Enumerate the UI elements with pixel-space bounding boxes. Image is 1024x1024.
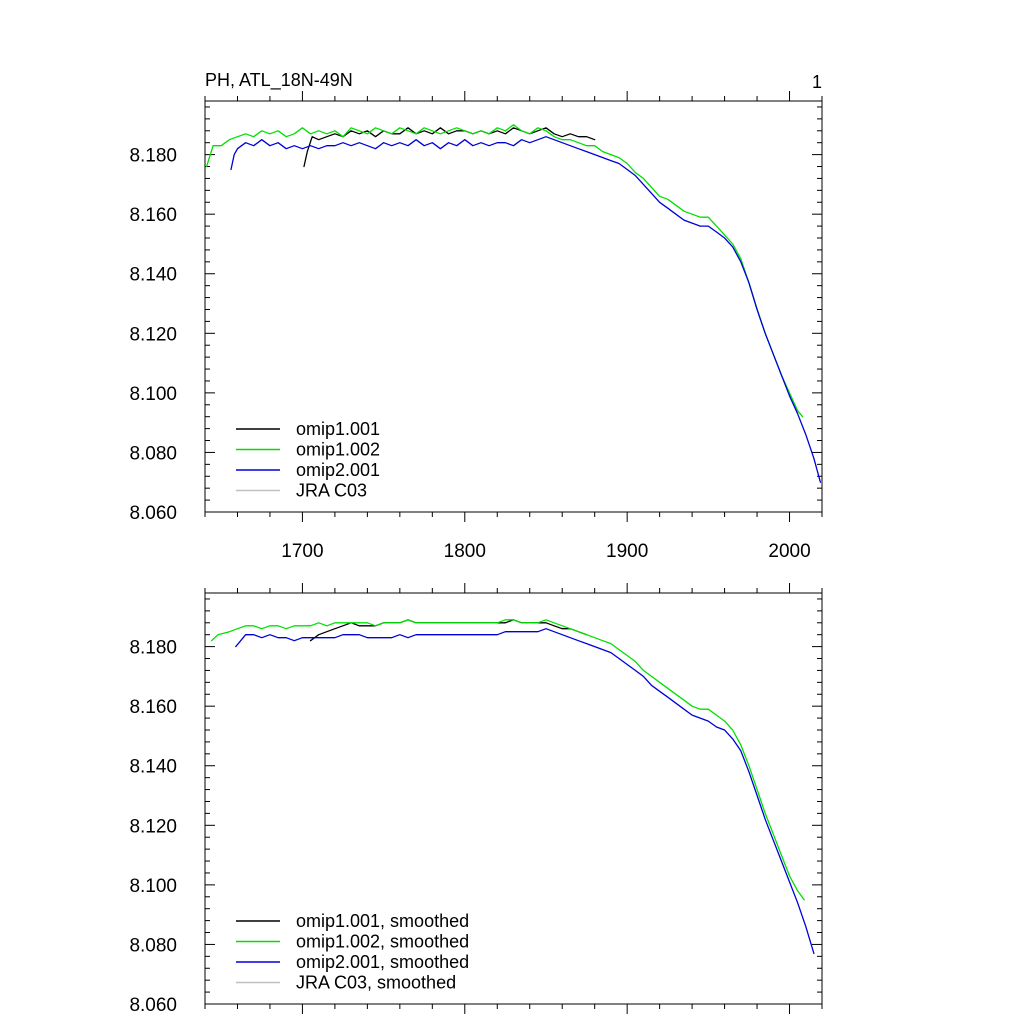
panel-0-xtick-label: 1700: [281, 541, 323, 562]
panel-0-ytick-label: 8.060: [129, 503, 177, 524]
panel-0-frame: [204, 100, 823, 513]
panel-1-legend-label-3: JRA C03, smoothed: [296, 973, 456, 993]
panel-0-series-line-1: [205, 124, 804, 418]
panel-0-xtick-label: 1800: [444, 541, 486, 562]
panel-0-legend-label-2: omip2.001: [296, 460, 380, 480]
panel-1-ytick-label: 8.160: [129, 697, 177, 718]
panel-1-series-line-1: [210, 619, 805, 901]
panel-0-xtick-label: 1900: [606, 541, 648, 562]
panel-0-ytick-label: 8.080: [129, 443, 177, 464]
panel-0-legend-label-0: omip1.001: [296, 419, 380, 439]
panel-0-legend-label-1: omip1.002: [296, 440, 380, 460]
panel-0-ytick-label: 8.180: [129, 146, 177, 167]
panel-0-ytick-label: 8.100: [129, 384, 177, 405]
panel-0-ytick-label: 8.160: [129, 205, 177, 226]
panel-1-ytick-label: 8.180: [129, 638, 177, 659]
panel-0-ytick-label: 8.140: [129, 265, 177, 286]
panel-1-legend-label-0: omip1.001, smoothed: [296, 911, 469, 931]
panel-0-xtick-label: 2000: [768, 541, 810, 562]
bottom-panel: 8.060 8.080 8.100 8.120 8.140 8.160 8.180 omip1…: [129, 583, 823, 1016]
panel-1-ytick-label: 8.080: [129, 935, 177, 956]
panel-1-series-line-2: [235, 628, 815, 955]
panel-1-legend-label-1: omip1.002, smoothed: [296, 932, 469, 952]
panel-0-series-line-2: [230, 136, 822, 483]
panel-0-legend-label-3: JRA C03: [296, 481, 367, 501]
panel-1-frame: [204, 592, 823, 1005]
figure-title: PH, ATL_18N-49N: [205, 70, 353, 91]
panel-1-ytick-label: 8.060: [129, 995, 177, 1016]
panel-0-series-line-0: [303, 127, 596, 168]
panel-1-ytick-label: 8.140: [129, 757, 177, 778]
panel-1-legend-label-2: omip2.001, smoothed: [296, 952, 469, 972]
panel-1-ytick-label: 8.120: [129, 816, 177, 837]
figure-panel-number: 1: [812, 72, 822, 92]
top-panel: 8.060 8.080 8.100 8.120 8.140 8.160 8.180 1700 1…: [129, 91, 823, 562]
panel-1-ytick-label: 8.100: [129, 876, 177, 897]
panel-0-ytick-label: 8.120: [129, 324, 177, 345]
